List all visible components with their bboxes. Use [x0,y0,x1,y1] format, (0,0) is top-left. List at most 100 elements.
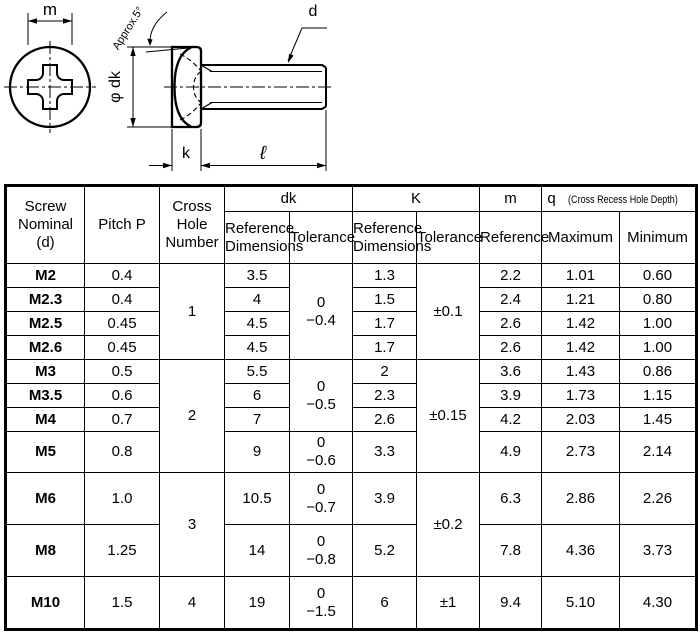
cell-screw: M5 [5,431,85,473]
cell-q-max: 1.43 [541,359,621,384]
cell-m-ref: 7.8 [479,524,543,577]
arrowhead [163,162,172,169]
header-group-m: m [479,185,543,212]
cell-q-min: 0.60 [619,263,698,288]
cell-q-min: 2.14 [619,431,698,473]
cell-dk-ref: 4.5 [224,311,290,336]
cell-k-ref: 1.5 [352,287,417,312]
dimension-phi-dk [127,46,172,128]
cell-m-ref: 3.9 [479,383,543,408]
phi-dk-dimension-label: φ dk [107,70,124,103]
cell-k-ref: 2.6 [352,407,417,432]
cell-k-ref: 6 [352,576,417,630]
cell-screw: M2.6 [5,335,85,360]
table-row: M2 0.4 1 3.5 0 −0.4 1.3 ±0.1 2.2 1.01 0.… [5,263,698,360]
cell-pitch: 1.25 [84,524,160,577]
header-line: Dimensions [353,237,432,255]
cell-screw: M2 [5,263,85,288]
cell-dk-ref: 3.5 [224,263,290,288]
header-dk-tolerance: Tolerance [289,211,355,264]
cell-pitch: 0.8 [84,431,160,473]
header-line: Dimensions [225,237,304,255]
cell-k-ref: 1.7 [352,311,417,336]
cell-m-ref: 4.9 [479,431,543,473]
cell-m-ref: 9.4 [479,576,543,630]
tolerance-upper: 0 [316,377,326,395]
cell-pitch: 1.0 [84,472,160,525]
cell-k-ref: 1.7 [352,335,417,360]
arrowhead [288,53,294,63]
cell-dk-ref: 6 [224,383,290,408]
cell-q-min: 2.26 [619,472,698,525]
cell-pitch: 0.45 [84,335,160,360]
cell-q-max: 1.01 [541,263,621,288]
length-dimension-label: ℓ [259,143,267,164]
tolerance-lower: −0.8 [306,550,336,568]
cell-dk-ref: 4 [224,287,290,312]
header-group-q: q (Cross Recess Hole Depth) [541,185,698,212]
table-row: M2.3 0.4 4 1.5 2.4 1.21 0.80 [5,287,698,312]
cell-q-max: 1.42 [541,335,621,360]
arrowhead [63,18,72,24]
table-row: M8 1.25 14 0 −0.8 5.2 7.8 4.36 3.73 [5,524,698,577]
arrowhead [28,18,37,24]
cell-dk-tolerance: 0 −0.4 [289,263,353,360]
cell-screw: M6 [5,472,85,525]
cell-q-min: 1.45 [619,407,698,432]
header-line: Cross [172,198,212,215]
cell-cross-hole: 4 [159,576,225,630]
header-line: Reference [225,219,295,237]
cell-k-ref: 1.3 [352,263,417,288]
cell-k-ref: 3.9 [352,472,417,525]
table-row: M3.5 0.6 6 2.3 3.9 1.73 1.15 [5,383,698,408]
tolerance-upper: 0 [316,480,326,498]
d-leader [287,27,327,63]
thread-runout-top [200,64,213,73]
cell-cross-hole: 3 [159,472,225,577]
d-dimension-label: d [309,3,318,20]
tolerance-lower: −0.4 [306,311,336,329]
cell-q-min: 4.30 [619,576,698,630]
header-k-reference-dimensions: Reference Dimensions [352,211,432,264]
arrowhead [130,47,136,56]
cell-q-min: 1.00 [619,311,698,336]
cell-q-min: 0.80 [619,287,698,312]
cell-k-ref: 5.2 [352,524,417,577]
cell-dk-tolerance: 0 −0.5 [289,359,353,432]
arrowhead [317,162,326,169]
cell-k-tolerance: ±0.2 [415,472,481,577]
cell-cross-hole: 1 [159,263,225,360]
cell-dk-tolerance: 0 −0.7 [289,472,353,525]
cell-m-ref: 2.4 [479,287,543,312]
cell-screw: M8 [5,524,85,577]
cell-screw: M2.5 [5,311,85,336]
leader-curve [149,11,168,45]
cross-recess [27,64,73,110]
cell-k-tolerance: ±0.15 [415,359,481,473]
cell-dk-ref: 19 [224,576,290,630]
cell-dk-tolerance: 0 −0.8 [289,524,353,577]
table-header-group-row: Screw Nominal (d) Pitch P Cross Hole Num… [5,185,698,264]
screw-side-view: φ dk Approx.5° k ℓ d [107,3,333,171]
cell-pitch: 0.45 [84,311,160,336]
cell-m-ref: 3.6 [479,359,543,384]
cell-cross-hole: 2 [159,359,225,473]
cell-dk-tolerance: 0 −0.6 [289,431,353,473]
header-q-minimum: Minimum [619,211,698,264]
cell-pitch: 0.4 [84,263,160,288]
cell-m-ref: 2.6 [479,335,543,360]
cell-dk-ref: 4.5 [224,335,290,360]
m-dimension-label: m [43,0,57,19]
cell-pitch: 1.5 [84,576,160,630]
k-dimension-label: k [182,145,191,162]
cell-pitch: 0.4 [84,287,160,312]
cell-q-max: 1.42 [541,311,621,336]
header-line: (d) [36,234,55,251]
technical-drawing: m φ dk [0,0,700,189]
arrowhead [130,118,136,127]
hidden-recess-line-bottom [179,103,201,121]
tolerance-lower: −0.6 [306,452,336,469]
cell-q-max: 4.36 [541,524,621,577]
header-line: Screw [24,198,67,215]
